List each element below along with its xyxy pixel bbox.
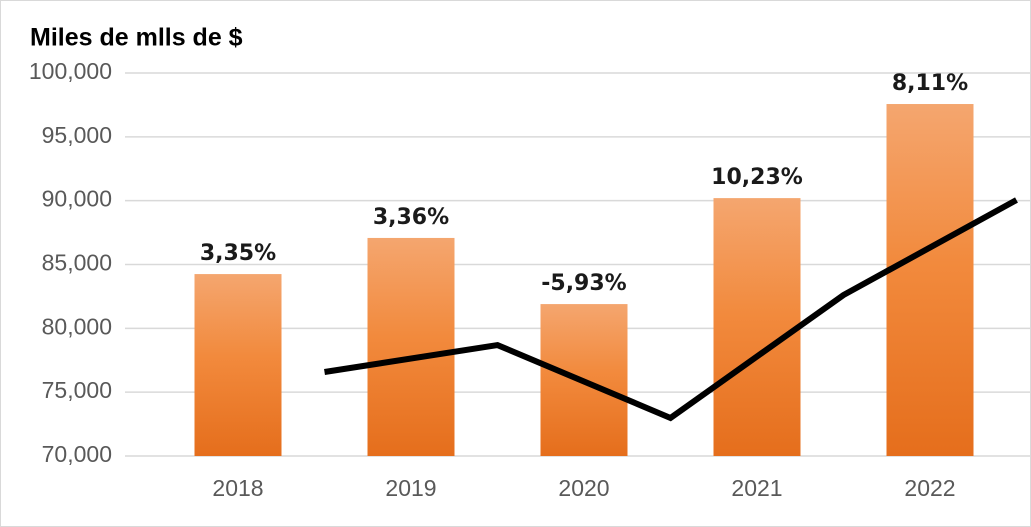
- bar: [713, 198, 801, 456]
- chart-title: Miles de mlls de $: [30, 24, 243, 52]
- bar: [886, 104, 974, 456]
- y-tick-label: 70,000: [42, 441, 112, 467]
- y-tick-label: 85,000: [42, 250, 112, 276]
- x-tick-label: 2021: [731, 475, 782, 501]
- bar: [194, 274, 282, 456]
- y-tick-label: 75,000: [42, 377, 112, 403]
- x-tick-label: 2019: [385, 475, 436, 501]
- growth-label: 3,36%: [373, 205, 449, 230]
- y-tick-label: 95,000: [42, 122, 112, 148]
- x-tick-label: 2020: [558, 475, 609, 501]
- y-tick-label: 100,000: [29, 58, 112, 84]
- growth-label: 8,11%: [892, 71, 968, 96]
- x-tick-label: 2018: [212, 475, 263, 501]
- line-series: [324, 197, 1018, 422]
- growth-label: -5,93%: [541, 271, 626, 296]
- y-tick-label: 80,000: [42, 313, 112, 339]
- bar: [367, 237, 455, 456]
- x-tick-label: 2022: [904, 475, 955, 501]
- y-tick-label: 90,000: [42, 186, 112, 212]
- growth-label: 3,35%: [200, 241, 276, 266]
- growth-label: 10,23%: [711, 165, 803, 190]
